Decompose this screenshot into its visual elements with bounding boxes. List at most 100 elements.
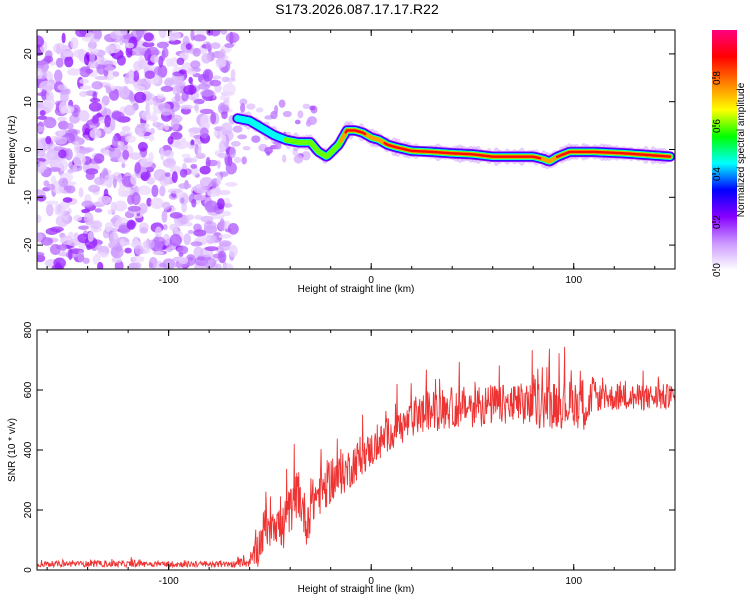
noise-blob: [221, 76, 230, 83]
noise-blob: [201, 53, 212, 64]
colorbar-tick-label: 0.6: [712, 119, 723, 133]
x-tick-label: 100: [565, 576, 582, 587]
noise-blob: [158, 262, 167, 268]
noise-blob: [156, 41, 169, 49]
noise-blob: [181, 202, 187, 213]
noise-blob: [127, 205, 141, 212]
noise-blob: [167, 136, 174, 145]
noise-blob: [89, 38, 100, 43]
noise-blob: [205, 156, 211, 169]
noise-blob: [75, 30, 87, 38]
noise-blob: [43, 55, 54, 64]
noise-blob: [152, 236, 166, 248]
noise-blob: [216, 198, 225, 210]
y-tick-label: 400: [23, 441, 34, 458]
noise-blob: [79, 85, 92, 91]
noise-blob: [96, 63, 107, 75]
noise-blob: [274, 142, 282, 150]
noise-blob: [178, 69, 187, 75]
noise-blob: [45, 200, 59, 205]
noise-blob: [251, 135, 261, 143]
noise-blob: [176, 246, 186, 253]
noise-blob: [153, 168, 167, 182]
heatmap-layer: [37, 30, 675, 269]
noise-blob: [191, 96, 196, 101]
noise-blob: [205, 41, 212, 50]
noise-blob: [191, 198, 197, 208]
noise-blob: [225, 181, 238, 187]
noise-blob: [90, 220, 103, 230]
x-tick-label: -100: [159, 576, 179, 587]
x-tick-label: 0: [368, 576, 374, 587]
noise-blob: [118, 85, 130, 99]
x-tick-label: 100: [565, 275, 582, 286]
noise-blob: [200, 114, 212, 128]
noise-blob: [309, 105, 316, 111]
noise-blob: [209, 79, 222, 87]
noise-blob: [180, 104, 194, 110]
noise-blob: [169, 262, 183, 268]
noise-blob: [294, 119, 301, 125]
noise-blob: [216, 160, 221, 169]
noise-blob: [232, 125, 243, 133]
noise-blob: [135, 30, 145, 38]
noise-blob: [163, 149, 175, 158]
noise-blob: [193, 104, 199, 111]
noise-blob: [151, 184, 159, 198]
noise-blob: [59, 244, 67, 252]
noise-blob: [270, 110, 278, 120]
noise-blob: [167, 188, 182, 194]
noise-blob: [37, 68, 43, 80]
noise-blob: [58, 177, 69, 187]
noise-blob: [37, 214, 42, 224]
noise-blob: [109, 231, 119, 245]
noise-blob: [77, 233, 90, 244]
noise-blob: [227, 223, 239, 235]
noise-blob: [66, 88, 71, 95]
noise-blob: [107, 209, 113, 215]
noise-blob: [83, 212, 94, 225]
noise-blob: [150, 127, 155, 135]
noise-blob: [207, 189, 219, 197]
noise-blob: [162, 201, 171, 210]
noise-blob: [178, 252, 184, 258]
noise-blob: [195, 30, 206, 36]
noise-blob: [141, 111, 152, 121]
noise-blob: [73, 48, 88, 59]
snr-series-line: [37, 346, 675, 569]
noise-blob: [70, 37, 79, 50]
noise-blob: [131, 255, 145, 263]
noise-blob: [230, 140, 241, 147]
colorbar-tick-label: 0.4: [712, 167, 723, 181]
noise-blob: [92, 91, 97, 101]
noise-blob: [220, 30, 228, 35]
ridge-band-path: [344, 129, 672, 160]
colorbar-strip: [712, 30, 737, 270]
noise-blob: [83, 53, 90, 66]
noise-blob: [156, 93, 165, 99]
noise-blob: [217, 250, 227, 264]
noise-blob: [148, 152, 154, 163]
noise-blob: [164, 77, 174, 87]
noise-blob: [282, 110, 292, 118]
noise-blob: [193, 193, 207, 201]
noise-blob: [37, 251, 45, 257]
noise-blob: [158, 55, 164, 68]
noise-blob: [204, 200, 219, 213]
noise-blob: [112, 135, 118, 149]
noise-blob: [93, 153, 105, 164]
noise-blob: [78, 187, 84, 198]
noise-blob: [246, 103, 256, 110]
noise-blob: [125, 42, 135, 49]
noise-blob: [79, 78, 89, 84]
figure-title: S173.2026.087.17.17.R22: [275, 1, 439, 17]
noise-blob: [84, 127, 91, 136]
noise-blob: [57, 84, 67, 91]
noise-blob: [37, 115, 48, 120]
noise-blob: [105, 45, 116, 54]
noise-blob: [121, 162, 126, 169]
noise-blob: [62, 197, 73, 203]
noise-blob: [104, 66, 115, 72]
noise-blob: [293, 154, 304, 164]
noise-blob: [110, 201, 117, 213]
